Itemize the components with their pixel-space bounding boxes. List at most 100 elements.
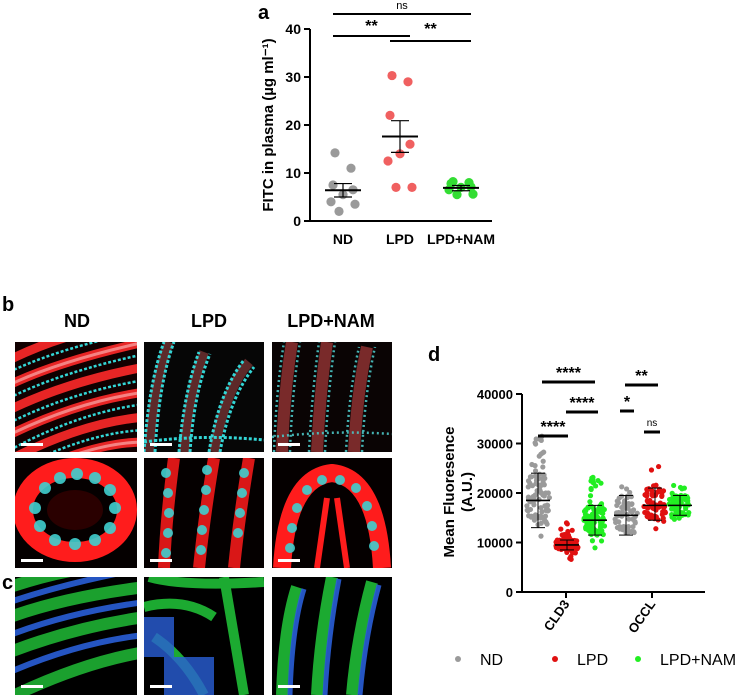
data-point [686, 509, 692, 516]
data-point [676, 515, 682, 521]
y-tick-label: 40 [285, 21, 301, 37]
micrograph-b-lpd-crypt [144, 458, 264, 568]
data-point [589, 538, 596, 544]
y-tick-label: 0 [293, 213, 301, 229]
data-point [586, 528, 593, 534]
data-point [330, 148, 340, 158]
data-point [528, 474, 534, 480]
data-point [568, 553, 574, 560]
significance-label: **** [541, 419, 567, 436]
column-title-lpd: LPD [191, 311, 227, 331]
data-point [391, 182, 401, 192]
panel-letter-a: a [258, 2, 270, 24]
scale-bar [278, 443, 300, 446]
x-tick-label: LPD [386, 231, 414, 247]
data-point [642, 492, 648, 498]
data-point [385, 110, 395, 120]
data-point [593, 483, 599, 489]
data-point [538, 533, 544, 539]
scale-bar [150, 559, 172, 562]
legend-label: LPD+NAM [660, 652, 736, 669]
data-point [346, 163, 356, 173]
data-point [621, 524, 627, 530]
data-point [593, 508, 599, 514]
data-point [573, 545, 579, 551]
data-point [524, 503, 530, 509]
villi-image [15, 342, 137, 452]
data-point [614, 502, 620, 509]
data-point [653, 482, 659, 488]
chart-a: 0 10 20 30 40 FITC in plasma (µg ml⁻¹) ND LPD LP… [260, 0, 495, 247]
data-point [629, 509, 635, 515]
micrograph-c-nd [15, 577, 137, 695]
data-point [328, 180, 338, 190]
data-point [644, 513, 650, 520]
data-point [660, 515, 666, 521]
data-point [619, 509, 625, 515]
data-point [587, 493, 594, 499]
data-point [543, 519, 549, 525]
panel-letter-b: b [2, 294, 15, 316]
data-point [587, 522, 593, 529]
y-tick-label: 0 [506, 585, 513, 600]
data-point [532, 440, 538, 446]
data-point [587, 499, 593, 505]
data-point [525, 478, 532, 484]
data-point [405, 139, 415, 149]
chart-d: 0 10000 20000 30000 40000 Mean Fluoresence (A.… [441, 365, 736, 669]
scale-bar [21, 685, 43, 688]
data-point [537, 484, 543, 490]
data-point [616, 509, 622, 516]
crypt-image [144, 458, 264, 568]
data-point [671, 516, 678, 522]
y-tick-label: 20000 [477, 486, 513, 501]
y-tick-label: 30000 [477, 437, 513, 452]
data-point [525, 508, 531, 514]
data-point [403, 77, 413, 87]
scale-bar [150, 685, 172, 688]
data-point [538, 505, 544, 511]
data-point [625, 525, 631, 531]
data-point [546, 495, 553, 501]
data-point [621, 503, 627, 509]
y-tick-label: 20 [285, 117, 301, 133]
panel-letter-d: d [428, 344, 441, 366]
data-point [589, 512, 596, 518]
data-point [326, 197, 336, 207]
data-point [617, 526, 623, 532]
data-point [673, 509, 679, 515]
data-point [531, 502, 537, 508]
data-point [525, 484, 531, 490]
significance-label: ns [647, 418, 658, 429]
data-point [623, 486, 630, 492]
x-tick-label: ND [333, 231, 353, 247]
legend-marker [635, 656, 641, 662]
data-point [671, 482, 677, 489]
data-point [563, 520, 570, 526]
x-tick-label: LPD+NAM [427, 231, 495, 247]
data-point [383, 156, 393, 166]
data-point [536, 453, 542, 459]
data-point [387, 70, 397, 81]
data-point [452, 190, 462, 200]
data-point [648, 467, 655, 473]
data-point [569, 527, 575, 533]
data-point [601, 506, 607, 513]
micrograph-b-lpd-villi [144, 342, 264, 452]
data-point [532, 473, 538, 479]
scale-bar [21, 559, 43, 562]
data-point [613, 519, 619, 525]
data-point [669, 512, 675, 518]
data-point [588, 478, 594, 484]
data-point [669, 490, 675, 496]
legend-label: LPD [577, 652, 608, 669]
scale-bar [278, 559, 300, 562]
y-tick-label: 30 [285, 69, 301, 85]
data-point [444, 185, 454, 195]
data-point [532, 468, 539, 474]
panel-letter-c: c [2, 572, 14, 594]
significance-label: ** [365, 18, 378, 35]
x-tick-label: OCCL [625, 597, 658, 636]
data-point [657, 500, 663, 506]
data-point [540, 475, 546, 482]
